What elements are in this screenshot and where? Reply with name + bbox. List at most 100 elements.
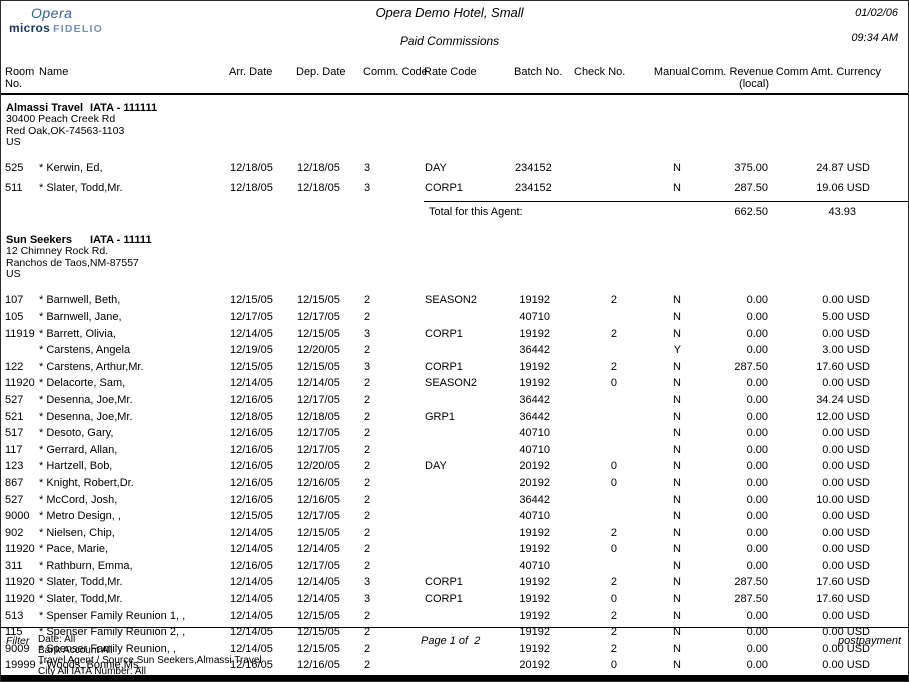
cell-rate: CORP1 <box>425 327 463 340</box>
cell-arr: 12/18/05 <box>230 182 273 195</box>
cell-dep: 12/15/05 <box>297 609 340 622</box>
cell-revenue: 0.00 <box>746 393 768 406</box>
cell-dep: 12/15/05 <box>297 360 340 373</box>
cell-dep: 12/17/05 <box>297 310 340 323</box>
report-time: 09:34 AM <box>851 32 898 44</box>
cell-revenue: 287.50 <box>734 593 768 606</box>
cell-batch: 19192 <box>519 609 550 622</box>
cell-batch: 40710 <box>519 510 550 523</box>
cell-arr: 12/16/05 <box>230 659 273 672</box>
cell-batch: 19192 <box>519 294 550 307</box>
cell-manual: N <box>673 310 681 323</box>
cell-comm: 3 <box>364 327 371 340</box>
cell-manual: N <box>673 443 681 456</box>
cell-batch: 19192 <box>519 642 550 655</box>
total-manual-spacer <box>618 201 691 228</box>
cell-room: 122 <box>5 360 24 373</box>
column-header-comm-code: Comm. Code <box>363 63 428 95</box>
commission-row: 521 * Desenna, Joe,Mr. 12/18/05 12/18/05 2 GR… <box>1 410 908 427</box>
opera-logo: Opera <box>31 5 73 21</box>
commission-row: 525 * Kerwin, Ed, 12/18/05 12/18/05 3 DAY 2341… <box>1 161 908 181</box>
cell-rate <box>424 343 514 360</box>
cell-batch: 19192 <box>519 327 550 340</box>
cell-room: 517 <box>5 427 24 440</box>
cell-amount: 0.00 USD <box>822 460 870 473</box>
cell-dep: 12/15/05 <box>297 327 340 340</box>
cell-arr: 12/14/05 <box>230 543 273 556</box>
brand-logo: Opera micros FIDELIO <box>1 1 151 63</box>
report-id: postpayment <box>838 635 901 647</box>
cell-comm: 2 <box>364 659 371 672</box>
cell-batch: 20192 <box>519 476 550 489</box>
cell-room: 117 <box>5 443 23 456</box>
cell-arr: 12/18/05 <box>230 410 273 423</box>
commission-row: 123 * Hartzell, Bob, 12/16/05 12/20/05 2 DAY 2… <box>1 459 908 476</box>
filter-line: Travel Agent / Source Sun Seekers,Almass… <box>38 655 262 667</box>
cell-arr: 12/19/05 <box>230 344 273 357</box>
cell-manual: N <box>673 526 681 539</box>
report-header-center: Opera Demo Hotel, Small Paid Commissions <box>151 1 748 63</box>
cell-arr: 12/14/05 <box>230 626 273 639</box>
cell-revenue: 0.00 <box>746 377 768 390</box>
agent-name: Almassi Travel <box>6 102 84 114</box>
cell-comm: 2 <box>364 609 371 622</box>
column-header-comm-revenue: Comm. Revenue (local) <box>691 63 774 95</box>
cell-comm: 3 <box>364 182 371 195</box>
cell-manual: N <box>673 410 681 423</box>
cell-comm: 2 <box>364 543 371 556</box>
cell-revenue: 0.00 <box>746 543 768 556</box>
cell-rate: CORP1 <box>425 182 463 195</box>
cell-comm: 2 <box>364 510 371 523</box>
commission-row: 527 * Desenna, Joe,Mr. 12/16/05 12/17/05 2 36… <box>1 393 908 410</box>
cell-comm: 2 <box>364 526 371 539</box>
commissions-table: Room No. Name Arr. Date Dep. Date Comm. C… <box>1 63 908 675</box>
cell-amount: 5.00 USD <box>822 310 870 323</box>
agent-name-line: Almassi Travel IATA - 111111 <box>6 102 908 114</box>
cell-check: 0 <box>610 377 617 390</box>
cell-check: 0 <box>610 593 617 606</box>
commission-row: 107 * Barnwell, Beth, 12/15/05 12/15/05 2 SEA… <box>1 293 908 310</box>
cell-revenue: 0.00 <box>746 493 768 506</box>
cell-name: * Desoto, Gary, <box>39 427 114 440</box>
cell-arr: 12/14/05 <box>230 526 273 539</box>
cell-dep: 12/18/05 <box>297 182 340 195</box>
cell-arr: 12/14/05 <box>230 642 273 655</box>
cell-room: 11920 <box>5 576 35 589</box>
cell-manual: Y <box>673 344 681 357</box>
cell-rate <box>424 526 514 543</box>
cell-check: 0 <box>610 659 617 672</box>
cell-amount: 0.00 USD <box>822 609 870 622</box>
cell-manual: N <box>673 543 681 556</box>
cell-name: * Spenser Family Reunion 1, , <box>39 609 186 622</box>
cell-name: * Slater, Todd,Mr. <box>39 182 123 195</box>
commission-row: 867 * Knight, Robert,Dr. 12/16/05 12/16/05 2… <box>1 476 908 493</box>
cell-manual: N <box>673 659 681 672</box>
cell-manual: N <box>673 476 681 489</box>
cell-revenue: 287.50 <box>734 576 768 589</box>
cell-batch: 20192 <box>519 460 550 473</box>
cell-rate <box>424 609 514 626</box>
cell-manual: N <box>673 510 681 523</box>
report-body: Almassi Travel IATA - 111111 30400 Peach C… <box>1 94 908 675</box>
cell-check: 2 <box>610 360 617 373</box>
cell-amount: 34.24 USD <box>816 393 870 406</box>
cell-arr: 12/16/05 <box>230 476 273 489</box>
agent-name: Sun Seekers <box>6 234 73 247</box>
cell-amount: 0.00 USD <box>822 427 870 440</box>
filter-line: City All IATA Number: All <box>38 666 146 678</box>
micros-logo-text: micros <box>9 21 51 35</box>
agent-address-line: 30400 Peach Creek Rd <box>6 113 116 126</box>
agent-address-line: Ranchos de Taos,NM-87557 <box>6 256 139 269</box>
commission-row: 517 * Desoto, Gary, 12/16/05 12/17/05 2 40710… <box>1 426 908 443</box>
commission-row: 105 * Barnwell, Jane, 12/17/05 12/17/05 2 407… <box>1 310 908 327</box>
commission-row: 11920 * Slater, Todd,Mr. 12/14/05 12/14/05 3… <box>1 575 908 592</box>
cell-amount: 0.00 USD <box>822 294 870 307</box>
hotel-title: Opera Demo Hotel, Small <box>375 5 524 20</box>
cell-check: 2 <box>610 609 617 622</box>
cell-manual: N <box>673 576 681 589</box>
cell-name: * Slater, Todd,Mr. <box>39 593 123 606</box>
cell-batch: 19192 <box>519 526 550 539</box>
cell-batch: 36442 <box>519 344 550 357</box>
cell-name: * Desenna, Joe,Mr. <box>39 393 133 406</box>
column-header-manual: Manual <box>618 63 691 95</box>
